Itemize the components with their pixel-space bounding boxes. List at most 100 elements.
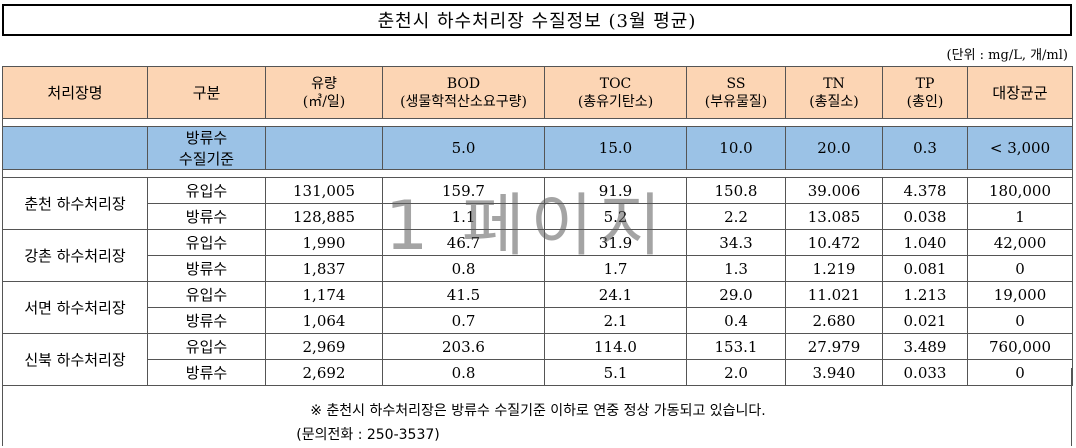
row-type: 유입수 [147,229,266,256]
table-row: 방류수 2,692 0.8 5.1 2.0 3.940 0.033 0 [3,359,1073,386]
toc-sub: (총유기탄소) [577,93,654,110]
col-flow-header: 유량 (㎥/일) [265,66,383,119]
row-bod: 203.6 [382,333,545,360]
row-type: 방류수 [147,307,266,334]
contact-info: (문의전화 : 250-3537) [296,427,440,443]
footer-area: ※ 춘천시 하수처리장은 방류수 수질기준 이하로 연중 정상 가동되고 있습니… [2,368,1072,446]
row-coliform: 0 [967,307,1073,334]
col-type-header: 구분 [147,66,266,119]
gap-row [2,118,1073,127]
plant-name: 춘천 하수처리장 [2,177,148,230]
header-row: 처리장명 구분 유량 (㎥/일) BOD (생물학적산소요구량) TOC (총유… [2,66,1073,119]
row-flow: 2,692 [265,359,383,386]
gap-row [2,169,1073,178]
ss-label: SS [726,75,746,92]
flow-label: 유량 [311,75,337,92]
row-ss: 153.1 [686,333,786,360]
row-ss: 29.0 [686,281,786,308]
bod-sub: (생물학적산소요구량) [400,93,527,110]
row-tn: 13.085 [785,203,883,230]
water-quality-table: 처리장명 구분 유량 (㎥/일) BOD (생물학적산소요구량) TOC (총유… [2,66,1073,386]
row-toc: 5.1 [544,359,687,386]
row-bod: 159.7 [382,177,545,204]
row-type: 유입수 [147,281,266,308]
row-bod: 0.7 [382,307,545,334]
col-toc-header: TOC (총유기탄소) [544,66,687,119]
row-ss: 0.4 [686,307,786,334]
row-type: 방류수 [147,255,266,282]
row-type: 유입수 [147,333,266,360]
footer-note: ※ 춘천시 하수처리장은 방류수 수질기준 이하로 연중 정상 가동되고 있습니… [310,403,766,419]
row-bod: 46.7 [382,229,545,256]
row-coliform: 1 [967,203,1073,230]
table-row: 방류수 128,885 1.1 5.2 2.2 13.085 0.038 1 [3,203,1073,230]
row-coliform: 0 [967,359,1073,386]
standard-tp: 0.3 [882,126,968,170]
tn-sub: (총질소) [809,93,859,110]
row-toc: 31.9 [544,229,687,256]
row-tn: 39.006 [785,177,883,204]
unit-note: (단위 : mg/L, 개/ml) [946,48,1068,63]
gap-cell [2,169,1073,178]
row-coliform: 760,000 [967,333,1073,360]
standard-label-cell: 방류수 수질기준 [147,126,266,170]
row-coliform: 19,000 [967,281,1073,308]
row-ss: 34.3 [686,229,786,256]
col-coliform-header: 대장균군 [967,66,1073,119]
tp-sub: (총인) [906,93,944,110]
row-coliform: 0 [967,255,1073,282]
row-tp: 1.040 [882,229,968,256]
col-tp-header: TP (총인) [882,66,968,119]
row-coliform: 180,000 [967,177,1073,204]
row-flow: 131,005 [265,177,383,204]
toc-label: TOC [599,75,632,92]
row-tp: 1.213 [882,281,968,308]
row-bod: 0.8 [382,255,545,282]
standard-flow-cell [265,126,383,170]
row-tn: 1.219 [785,255,883,282]
row-bod: 41.5 [382,281,545,308]
row-toc: 24.1 [544,281,687,308]
col-tn-header: TN (총질소) [785,66,883,119]
row-flow: 1,174 [265,281,383,308]
row-toc: 1.7 [544,255,687,282]
plant-name: 신북 하수처리장 [2,333,148,386]
standard-label-line1: 방류수 [185,129,228,147]
table-row: 서면 하수처리장 유입수 1,174 41.5 24.1 29.0 11.021… [2,281,1073,334]
row-coliform: 42,000 [967,229,1073,256]
row-toc: 114.0 [544,333,687,360]
standard-coliform: < 3,000 [967,126,1073,170]
row-bod: 0.8 [382,359,545,386]
row-tn: 11.021 [785,281,883,308]
standard-label-line2: 수질기준 [178,150,235,168]
row-tp: 0.021 [882,307,968,334]
row-bod: 1.1 [382,203,545,230]
row-tn: 27.979 [785,333,883,360]
tn-label: TN [823,75,845,92]
row-tn: 10.472 [785,229,883,256]
row-ss: 150.8 [686,177,786,204]
table-row: 방류수 1,064 0.7 2.1 0.4 2.680 0.021 0 [3,307,1073,334]
flow-unit: (㎥/일) [302,93,346,110]
row-tp: 3.489 [882,333,968,360]
col-bod-header: BOD (생물학적산소요구량) [382,66,545,119]
row-flow: 2,969 [265,333,383,360]
gap-cell [2,118,1073,127]
standard-ss: 10.0 [686,126,786,170]
table-row: 강촌 하수처리장 유입수 1,990 46.7 31.9 34.3 10.472… [2,229,1073,282]
row-tp: 4.378 [882,177,968,204]
row-tn: 3.940 [785,359,883,386]
row-tn: 2.680 [785,307,883,334]
row-ss: 2.2 [686,203,786,230]
unit-row: (단위 : mg/L, 개/ml) [0,38,1076,66]
row-toc: 5.2 [544,203,687,230]
row-tp: 0.033 [882,359,968,386]
ss-sub: (부유물질) [704,93,768,110]
row-flow: 1,837 [265,255,383,282]
standard-bod: 5.0 [382,126,545,170]
row-ss: 1.3 [686,255,786,282]
plant-name: 강촌 하수처리장 [2,229,148,282]
row-ss: 2.0 [686,359,786,386]
row-toc: 2.1 [544,307,687,334]
standard-row: 방류수 수질기준 5.0 15.0 10.0 20.0 0.3 < 3,000 [2,126,1073,170]
